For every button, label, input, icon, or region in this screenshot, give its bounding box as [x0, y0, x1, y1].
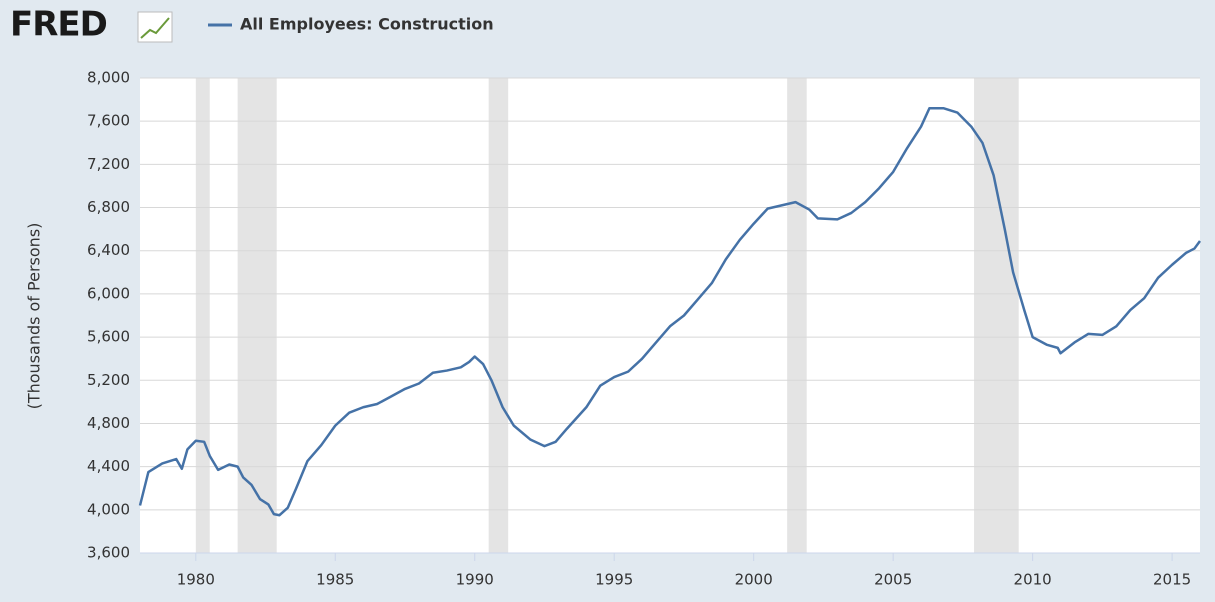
y-tick-label: 6,800 — [87, 198, 130, 216]
x-tick-label: 2000 — [735, 571, 773, 589]
y-tick-label: 8,000 — [87, 69, 130, 87]
y-tick-label: 4,800 — [87, 414, 130, 432]
series-line — [138, 106, 1202, 517]
legend-label: All Employees: Construction — [240, 15, 494, 34]
y-tick-label: 4,400 — [87, 457, 130, 475]
x-tick-label: 1980 — [177, 571, 215, 589]
y-axis-label: (Thousands of Persons) — [25, 223, 44, 410]
x-tick-label: 2010 — [1014, 571, 1052, 589]
y-tick-label: 5,600 — [87, 328, 130, 346]
y-tick-label: 5,200 — [87, 371, 130, 389]
x-tick-label: 1995 — [595, 571, 633, 589]
recession-band — [787, 78, 807, 553]
y-tick-label: 3,600 — [87, 544, 130, 562]
recession-band — [195, 78, 210, 553]
y-tick-label: 7,200 — [87, 155, 130, 173]
x-tick-label: 2005 — [874, 571, 912, 589]
y-tick-label: 4,000 — [87, 500, 130, 518]
plot-area — [140, 78, 1200, 553]
x-tick-label: 2015 — [1153, 571, 1191, 589]
x-tick-label: 1990 — [456, 571, 494, 589]
logo: FRED — [10, 5, 107, 45]
logo-icon — [137, 11, 173, 43]
y-tick-label: 6,400 — [87, 241, 130, 259]
y-tick-label: 6,000 — [87, 284, 130, 302]
recession-band — [974, 78, 1019, 553]
recession-band — [488, 78, 509, 553]
recession-band — [237, 78, 277, 553]
y-tick-label: 7,600 — [87, 112, 130, 130]
x-tick-label: 1985 — [316, 571, 354, 589]
